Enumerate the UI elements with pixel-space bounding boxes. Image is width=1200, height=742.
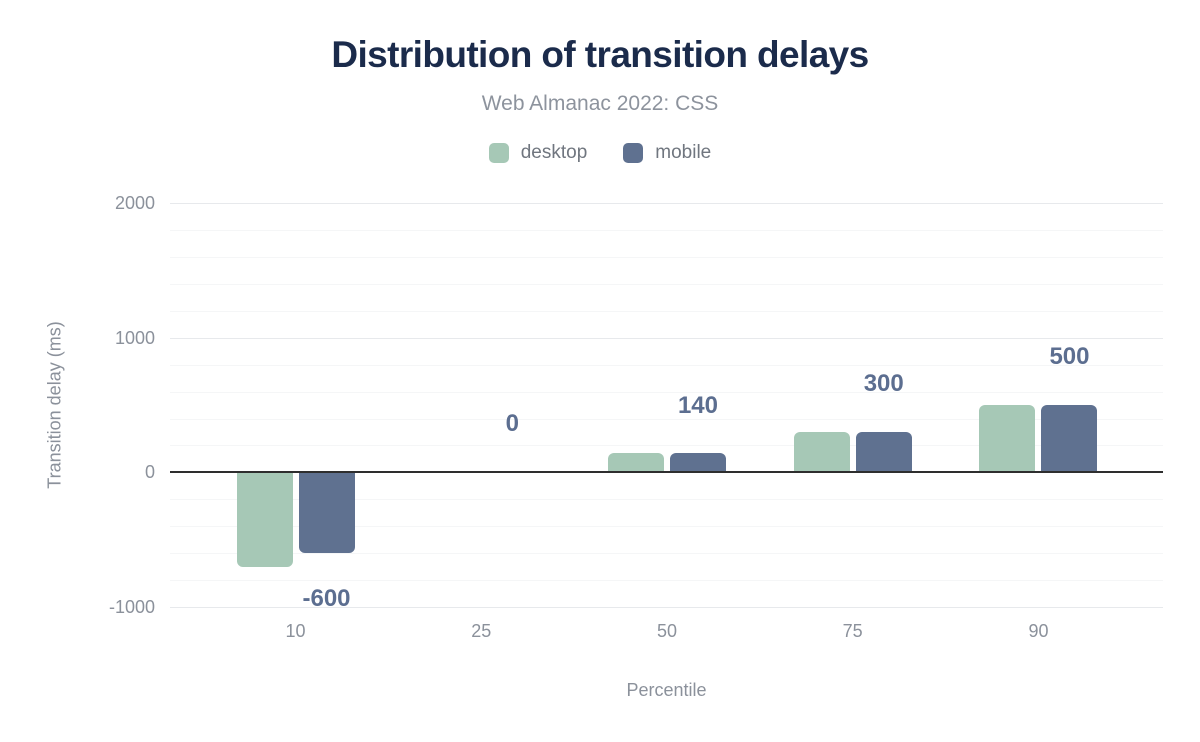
gridline [170, 229, 1163, 231]
chart-subtitle: Web Almanac 2022: CSS [481, 92, 719, 115]
bar-mobile-p50[interactable] [669, 453, 726, 473]
x-tick-50: 50 [656, 621, 678, 641]
value-label-p25: 0 [505, 410, 519, 438]
value-label-p10: -600 [302, 585, 351, 613]
gridline [170, 553, 1163, 555]
value-label-p75: 300 [863, 369, 904, 397]
gridline [170, 364, 1163, 366]
x-tick-75: 75 [842, 621, 863, 641]
y-tick-0: 0 [144, 462, 155, 483]
legend-item-desktop[interactable]: desktop [488, 142, 588, 164]
y-tick-1000: 1000 [114, 327, 155, 348]
legend-label-desktop: desktop [520, 142, 588, 163]
x-tick-25: 25 [471, 621, 492, 641]
bar-desktop-p90[interactable] [979, 405, 1036, 473]
bar-desktop-p50[interactable] [607, 453, 664, 473]
chart-title: Distribution of transition delays [331, 34, 869, 75]
value-label-p50: 140 [677, 391, 719, 419]
gridline [170, 418, 1163, 420]
gridline [170, 256, 1163, 258]
legend-item-mobile[interactable]: mobile [623, 142, 711, 164]
gridline [170, 203, 1163, 204]
gridline [170, 607, 1163, 608]
value-label-p90: 500 [1049, 343, 1090, 370]
gridline [170, 337, 1163, 339]
x-tick-10: 10 [285, 621, 306, 641]
legend-label-mobile: mobile [655, 142, 712, 163]
gridline [170, 391, 1163, 393]
gridline [170, 445, 1163, 447]
plot-area: -600 0 140 300 500 [170, 203, 1163, 611]
gridline [170, 526, 1163, 528]
bar-desktop-p75[interactable] [793, 431, 850, 473]
legend-swatch-desktop-icon [488, 143, 509, 163]
y-tick--1000: -1000 [108, 597, 155, 617]
y-tick-2000: 2000 [114, 193, 155, 213]
bar-mobile-p75[interactable] [855, 431, 912, 473]
bar-mobile-p90[interactable] [1041, 405, 1098, 473]
gridline [170, 580, 1163, 582]
legend: desktop mobile [0, 142, 1200, 164]
legend-swatch-mobile-icon [623, 143, 644, 163]
bar-desktop-p10[interactable] [236, 472, 293, 567]
gridline [170, 283, 1163, 285]
zero-axis-line [170, 471, 1163, 474]
x-tick-90: 90 [1028, 621, 1049, 641]
y-axis-title: Transition delay (ms) [44, 321, 65, 489]
bar-mobile-p10[interactable] [298, 472, 355, 554]
x-axis-title: Percentile [626, 680, 707, 700]
gridline [170, 310, 1163, 312]
gridline [170, 499, 1163, 501]
